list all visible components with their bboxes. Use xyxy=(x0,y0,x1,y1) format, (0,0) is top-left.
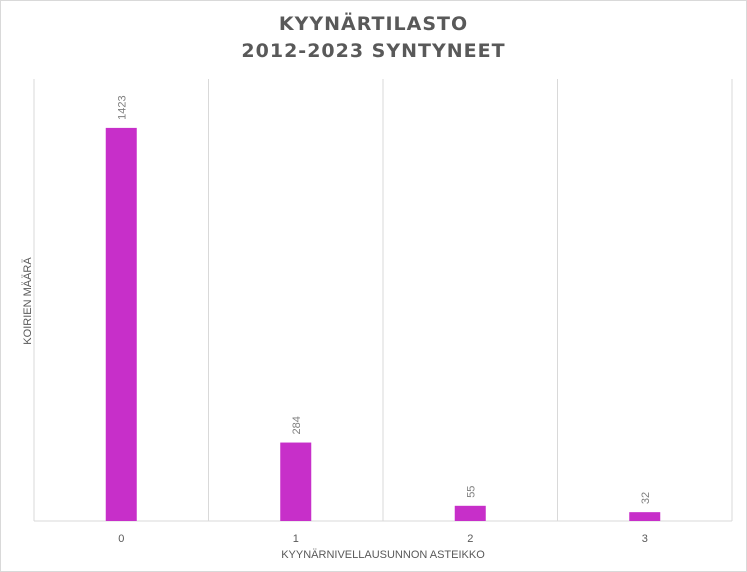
chart-title-line-2: 2012-2023 SYNTYNEET xyxy=(241,40,506,62)
x-tick-label: 0 xyxy=(118,533,124,545)
x-axis-label: KYYNÄRNIVELLAUSUNNON ASTEIKKO xyxy=(281,549,485,561)
data-label: 32 xyxy=(640,492,652,504)
x-tick-label: 3 xyxy=(642,533,648,545)
bar xyxy=(629,512,661,521)
chart-title-line-1: KYYNÄRTILASTO xyxy=(278,13,469,35)
data-label: 1423 xyxy=(116,95,128,119)
x-tick-label: 1 xyxy=(293,533,299,545)
bar xyxy=(105,127,137,522)
data-label: 284 xyxy=(291,416,303,434)
x-tick-label: 2 xyxy=(467,533,473,545)
data-label: 55 xyxy=(465,486,477,498)
bar xyxy=(454,505,486,521)
bar xyxy=(280,442,312,521)
